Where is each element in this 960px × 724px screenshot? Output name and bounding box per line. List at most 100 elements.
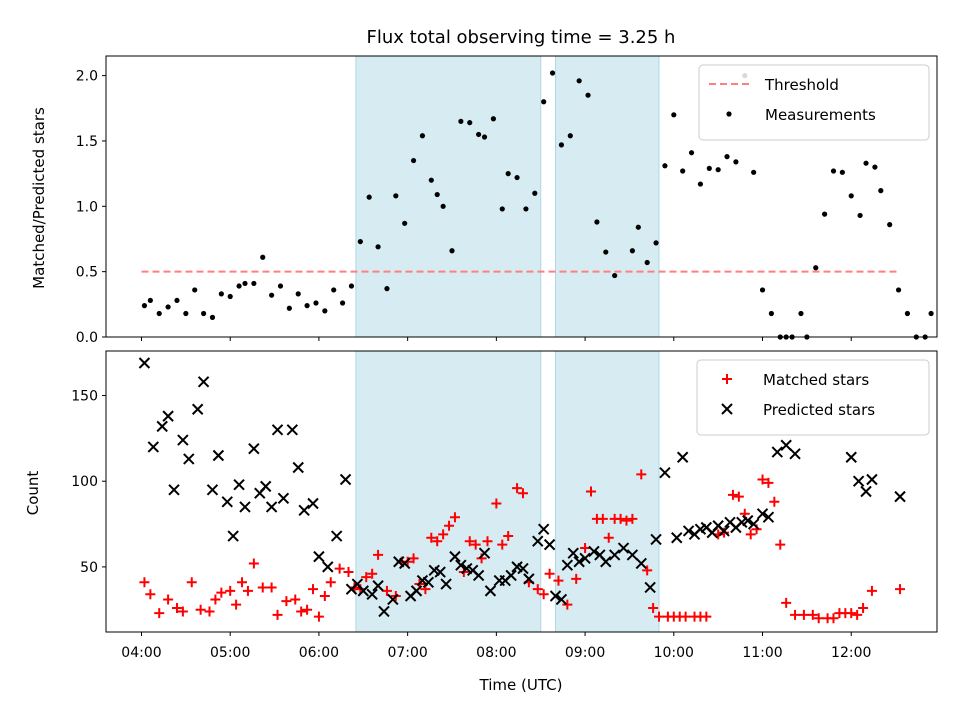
measurement-point xyxy=(813,265,819,271)
predicted-star-point xyxy=(682,525,695,537)
measurement-point xyxy=(830,168,837,174)
matched-star-point xyxy=(319,591,330,602)
matched-star-point xyxy=(308,584,319,595)
measurement-point xyxy=(671,112,677,118)
predicted-star-point xyxy=(277,492,290,505)
matched-star-point xyxy=(482,536,493,547)
matched-star-point xyxy=(727,489,738,500)
predicted-star-point xyxy=(549,590,562,602)
matched-star-point xyxy=(763,477,774,488)
measurement-point xyxy=(183,310,189,317)
ratio-panel: 0.0 0.5 1.0 1.5 2.0 Threshold Measurements xyxy=(76,55,938,346)
shaded-interval xyxy=(555,55,660,338)
measurement-point xyxy=(467,120,473,126)
matched-star-point xyxy=(302,604,313,615)
y-tick-label: 2.0 xyxy=(76,69,98,85)
predicted-star-point xyxy=(659,466,671,479)
matched-star-point xyxy=(272,609,283,620)
matched-star-point xyxy=(426,532,437,543)
predicted-star-point xyxy=(650,533,662,546)
measurement-point xyxy=(481,134,488,140)
predicted-star-point xyxy=(852,475,865,487)
predicted-star-point xyxy=(626,549,639,561)
predicted-star-point xyxy=(756,508,769,520)
count-panel: 50 100 150 04:00 05:00 06:00 07:00 08:00 09:00 10… xyxy=(71,350,938,661)
matched-star-point xyxy=(781,597,792,608)
predicted-star-point xyxy=(860,485,872,498)
measurement-point xyxy=(218,291,224,297)
matched-star-point xyxy=(334,563,345,574)
predicted-star-point xyxy=(561,559,574,571)
matched-star-point xyxy=(449,512,460,523)
matched-star-point xyxy=(775,539,786,550)
matched-star-point xyxy=(257,582,268,593)
predicted-star-point xyxy=(212,449,225,462)
predicted-star-point xyxy=(617,542,630,554)
measurement-point xyxy=(928,310,934,317)
measurement-point xyxy=(558,142,565,148)
matched-star-point xyxy=(237,577,248,588)
predicted-star-point xyxy=(762,511,775,523)
predicted-star-point xyxy=(505,569,517,582)
matched-star-point xyxy=(654,611,665,622)
predicted-star-point xyxy=(742,514,754,527)
matched-star-point xyxy=(680,611,691,622)
predicted-star-point xyxy=(197,376,210,388)
measurement-point xyxy=(402,220,408,226)
measurement-point xyxy=(141,303,148,309)
matched-star-point xyxy=(195,604,206,615)
predicted-star-point xyxy=(248,442,260,455)
matched-star-point xyxy=(290,594,301,605)
matched-star-point xyxy=(769,496,780,507)
predicted-star-point xyxy=(357,585,369,597)
measurement-point xyxy=(384,286,390,292)
x-tick-label: 07:00 xyxy=(387,645,427,661)
measurement-point xyxy=(313,300,319,306)
predicted-star-point xyxy=(472,569,485,582)
predicted-star-point xyxy=(671,532,683,544)
matched-star-point xyxy=(813,613,824,624)
matched-star-point xyxy=(361,572,372,583)
matched-star-point xyxy=(154,608,165,619)
predicted-star-point xyxy=(579,552,591,565)
matched-star-point xyxy=(438,529,449,540)
measurement-point xyxy=(759,287,766,293)
matched-star-point xyxy=(231,599,242,610)
predicted-star-point xyxy=(567,547,579,559)
y-tick-label: 150 xyxy=(71,389,98,405)
measurement-point xyxy=(688,150,695,156)
predicted-star-point xyxy=(330,530,343,542)
predicted-star-point xyxy=(434,566,446,578)
matched-star-point xyxy=(757,474,768,485)
predicted-star-point xyxy=(866,473,878,486)
series-predicted-stars xyxy=(138,357,906,618)
measurement-point xyxy=(822,211,828,217)
matched-star-point xyxy=(627,513,638,524)
x-tick-label: 10:00 xyxy=(654,645,694,661)
predicted-star-point xyxy=(771,446,784,458)
legend-box xyxy=(696,359,930,436)
measurement-point xyxy=(440,203,446,209)
legend-label: Predicted stars xyxy=(763,401,875,419)
measurement-point xyxy=(227,293,233,300)
matched-star-point xyxy=(517,488,528,499)
predicted-star-point xyxy=(307,497,319,510)
matched-star-point xyxy=(621,515,632,526)
measurement-point xyxy=(322,308,328,314)
predicted-star-point xyxy=(221,496,233,508)
predicted-star-point xyxy=(537,523,550,535)
measurement-point xyxy=(904,310,911,317)
matched-star-point xyxy=(580,543,591,554)
measurement-point xyxy=(174,297,180,304)
matched-star-point xyxy=(553,575,564,586)
measurement-point xyxy=(236,283,242,289)
predicted-star-point xyxy=(422,576,435,589)
legend-matched-swatch xyxy=(722,374,732,384)
predicted-star-point xyxy=(398,557,411,570)
predicted-star-point xyxy=(608,549,621,561)
matched-star-point xyxy=(381,585,392,596)
predicted-star-point xyxy=(227,530,239,542)
measurement-point xyxy=(798,310,804,317)
predicted-star-point xyxy=(366,588,378,601)
measurement-point xyxy=(895,287,902,293)
